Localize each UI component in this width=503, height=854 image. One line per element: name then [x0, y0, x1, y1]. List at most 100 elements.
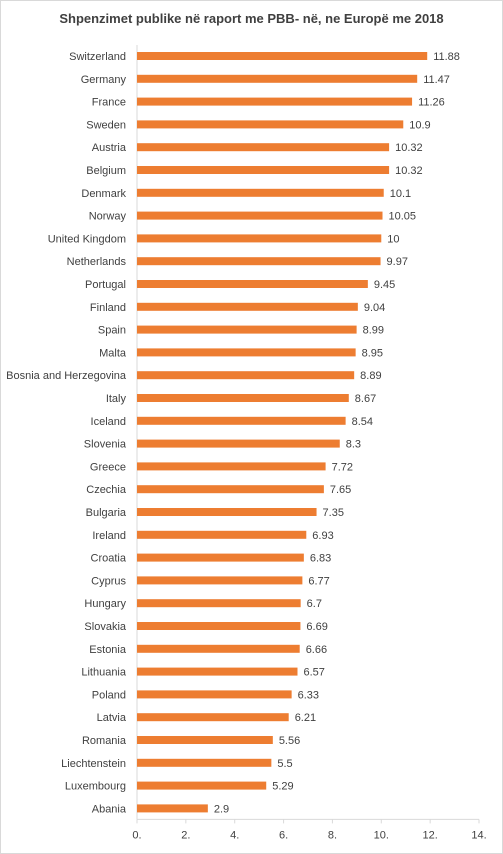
- category-label: Sweden: [86, 119, 126, 131]
- bar: [137, 74, 418, 83]
- data-label: 6.69: [306, 621, 327, 633]
- category-label: Abania: [92, 803, 127, 815]
- bar: [137, 394, 349, 402]
- x-tick-label: 12.: [422, 829, 437, 841]
- data-label: 8.3: [346, 439, 361, 451]
- bar: [137, 690, 292, 699]
- category-label: Finland: [90, 302, 126, 314]
- category-label: Spain: [98, 325, 126, 337]
- bar: [137, 553, 304, 562]
- data-label: 10: [387, 233, 399, 245]
- category-label: Iceland: [91, 416, 126, 428]
- data-label: 2.9: [214, 803, 229, 815]
- category-label: Slovenia: [84, 439, 127, 451]
- category-label: Estonia: [89, 644, 127, 656]
- category-label: Portugal: [85, 279, 126, 291]
- data-label: 10.05: [389, 211, 417, 223]
- category-label: Switzerland: [69, 51, 126, 63]
- bar: [137, 325, 357, 334]
- bar: [137, 120, 404, 129]
- bar: [137, 143, 390, 152]
- data-label: 6.7: [307, 598, 322, 610]
- category-label: Bosnia and Herzegovina: [6, 370, 127, 382]
- category-label: Germany: [81, 74, 127, 86]
- data-label: 7.35: [323, 507, 344, 519]
- category-label: Croatia: [91, 553, 127, 565]
- bar: [137, 644, 300, 653]
- category-label: Bulgaria: [86, 507, 127, 519]
- bar: [137, 713, 289, 722]
- category-label: Liechtenstein: [61, 758, 126, 770]
- data-label: 9.04: [364, 302, 385, 314]
- data-label: 9.97: [387, 256, 408, 268]
- data-label: 6.66: [306, 644, 327, 656]
- data-label: 8.89: [360, 370, 381, 382]
- bar: [137, 508, 317, 516]
- bar: [137, 781, 267, 790]
- category-label: Cyprus: [91, 575, 126, 587]
- data-label: 6.21: [295, 712, 316, 724]
- chart-title: Shpenzimet publike në raport me PBB- në,…: [59, 11, 444, 26]
- category-label: United Kingdom: [48, 233, 126, 245]
- bar: [137, 758, 272, 767]
- data-label: 5.29: [272, 781, 293, 793]
- x-tick-label: 14.: [471, 829, 486, 841]
- data-label: 6.77: [308, 575, 329, 587]
- bar: [137, 211, 383, 220]
- data-label: 8.54: [352, 416, 373, 428]
- bar: [137, 52, 428, 60]
- data-label: 8.95: [362, 347, 383, 359]
- bar: [137, 667, 298, 676]
- data-label: 10.9: [409, 119, 430, 131]
- data-label: 9.45: [374, 279, 395, 291]
- category-label: Austria: [92, 142, 127, 154]
- bar: [137, 302, 358, 311]
- category-label: Czechia: [86, 484, 127, 496]
- category-label: Slovakia: [84, 621, 126, 633]
- x-tick-label: 2.: [181, 829, 190, 841]
- data-label: 10.32: [395, 142, 423, 154]
- category-label: Greece: [90, 461, 126, 473]
- category-label: Malta: [99, 347, 127, 359]
- data-label: 5.56: [279, 735, 300, 747]
- bar: [137, 188, 384, 197]
- category-label: Ireland: [92, 530, 126, 542]
- bar: [137, 280, 368, 288]
- data-label: 6.83: [310, 553, 331, 565]
- data-label: 6.57: [303, 667, 324, 679]
- data-label: 8.99: [363, 325, 384, 337]
- category-label: Romania: [82, 735, 127, 747]
- bar: [137, 234, 382, 243]
- x-tick-label: 8.: [328, 829, 337, 841]
- category-label: France: [92, 97, 126, 109]
- bar: [137, 97, 413, 106]
- bar: [137, 485, 324, 494]
- category-label: Hungary: [84, 598, 126, 610]
- bar: [137, 371, 355, 380]
- category-label: Luxembourg: [65, 781, 126, 793]
- bar: [137, 348, 356, 357]
- data-label: 7.65: [330, 484, 351, 496]
- data-label: 11.88: [433, 51, 460, 63]
- bar: [137, 576, 303, 585]
- category-label: Lithuania: [81, 667, 127, 679]
- bar: [137, 530, 307, 539]
- bar: [137, 439, 340, 448]
- bar: [137, 257, 381, 266]
- category-label: Italy: [106, 393, 127, 405]
- data-label: 7.72: [332, 461, 353, 473]
- data-label: 6.33: [298, 689, 319, 701]
- category-label: Poland: [92, 689, 126, 701]
- x-tick-label: 6.: [279, 829, 288, 841]
- category-label: Latvia: [97, 712, 127, 724]
- data-label: 5.5: [277, 758, 292, 770]
- bar: [137, 736, 273, 744]
- bar: [137, 804, 208, 813]
- bar: [137, 166, 390, 174]
- bar: [137, 622, 301, 630]
- data-label: 6.93: [312, 530, 333, 542]
- category-label: Netherlands: [67, 256, 127, 268]
- x-tick-label: 4.: [230, 829, 239, 841]
